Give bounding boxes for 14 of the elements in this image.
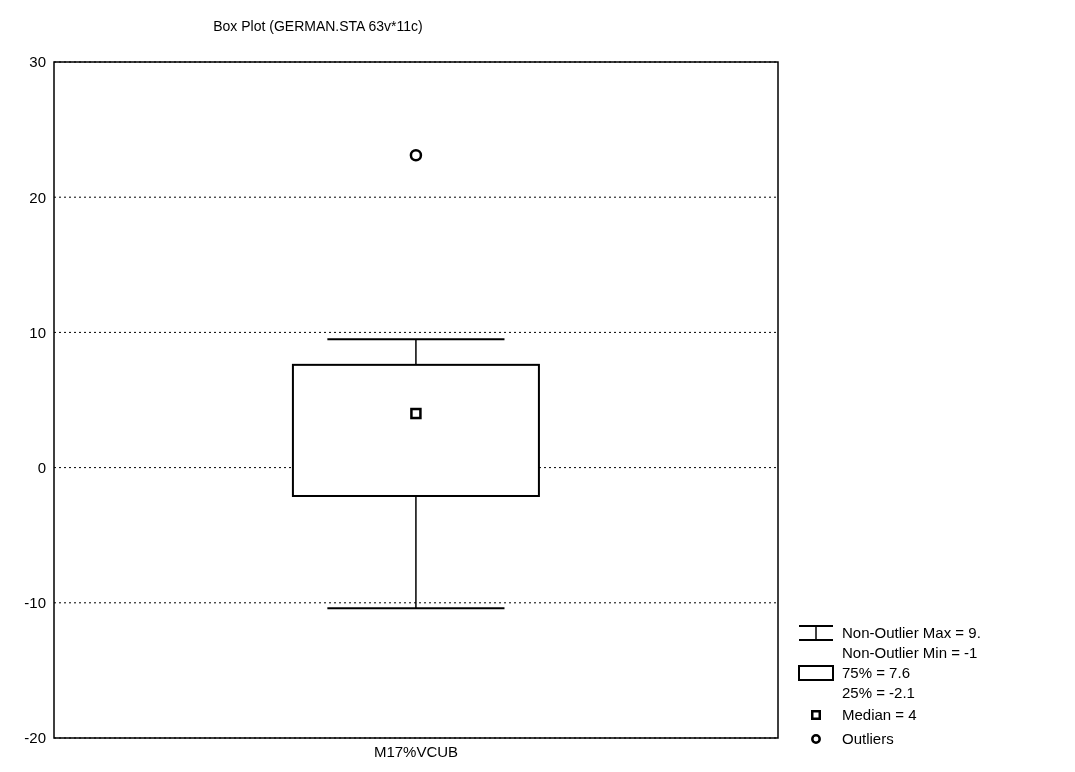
text: Non-Outlier Min = -1 [842,643,978,663]
y-tick-label: 0 [37,458,46,476]
y-tick-label: -20 [24,729,46,747]
x-tick-label: M17%VCUB [373,742,459,760]
y-tick-label: -10 [24,594,46,612]
text: Non-Outlier Max = 9. [842,623,981,643]
chart-title: Box Plot (GERMAN.STA 63v*11c) [212,18,424,34]
text: Median = 4 [842,705,917,725]
y-tick-label: 10 [29,323,46,341]
y-tick-label: 30 [29,53,46,71]
text: 25% = -2.1 [842,683,915,703]
text: 75% = 7.6 [842,663,910,683]
y-tick-label: 20 [29,188,46,206]
text: Outliers [842,729,894,749]
